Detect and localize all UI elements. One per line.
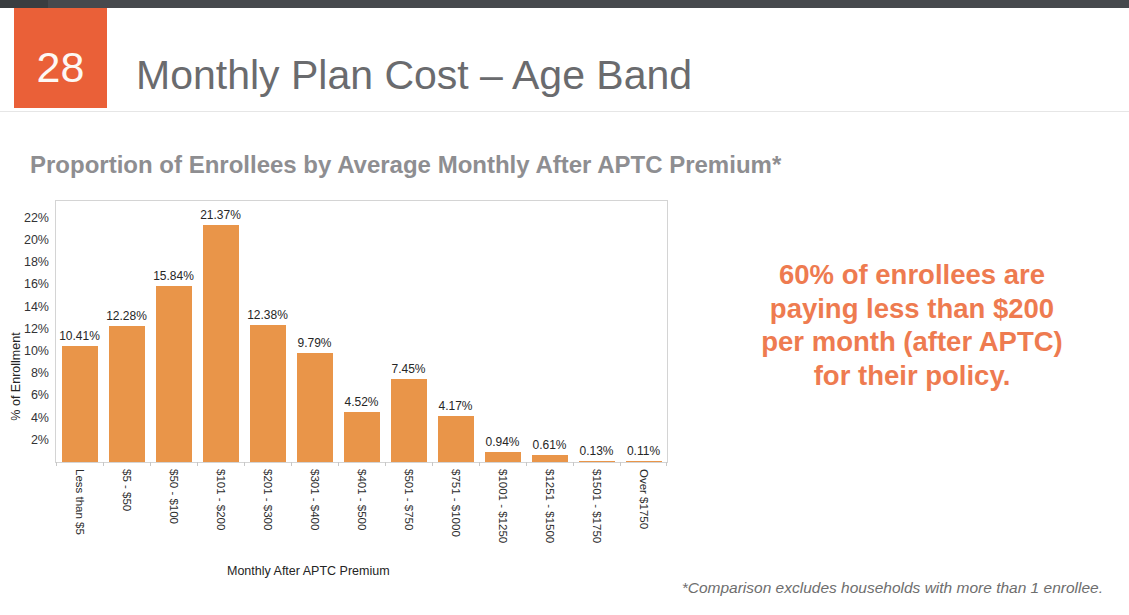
y-tick-label: 4%: [9, 412, 49, 425]
y-tick-label: 16%: [9, 278, 49, 291]
footnote: *Comparison excludes households with mor…: [503, 579, 1103, 597]
y-tick-label: 18%: [9, 256, 49, 269]
y-tick-label: 8%: [9, 367, 49, 380]
y-tick-label: 14%: [9, 301, 49, 314]
bar-value-label: 15.84%: [153, 269, 194, 283]
bar: [297, 353, 333, 462]
x-tick-label: $301 - $400: [308, 469, 322, 530]
x-tick-label: $751 - $1000: [449, 469, 463, 537]
bar-value-label: 4.17%: [438, 399, 472, 413]
bar-value-label: 12.28%: [106, 309, 147, 323]
x-tick-label: $501 - $750: [402, 469, 416, 530]
bar: [532, 455, 568, 462]
x-tick-mark: [150, 462, 151, 466]
y-tick-label: 20%: [9, 234, 49, 247]
x-tick-mark: [385, 462, 386, 466]
x-tick-mark: [291, 462, 292, 466]
page-title: Monthly Plan Cost – Age Band: [136, 52, 692, 99]
bar-value-label: 0.61%: [532, 438, 566, 452]
x-tick-mark: [197, 462, 198, 466]
bar: [391, 379, 427, 462]
bar-chart-plot-area: % of Enrollment 2%4%6%8%10%12%14%16%18%2…: [55, 200, 668, 463]
x-tick-mark: [526, 462, 527, 466]
y-tick-label: 12%: [9, 323, 49, 336]
callout-line: for their policy.: [712, 359, 1112, 393]
top-bar: [0, 0, 1129, 8]
bar: [250, 325, 286, 462]
x-tick-label: $5 - $50: [120, 469, 134, 511]
bar: [438, 416, 474, 462]
x-tick-mark: [103, 462, 104, 466]
bar-value-label: 10.41%: [59, 329, 100, 343]
x-tick-label: $1001 - $1250: [496, 469, 510, 543]
x-tick-label: $50 - $100: [167, 469, 181, 524]
x-tick-mark: [666, 462, 667, 466]
slide: 28 Monthly Plan Cost – Age Band Proporti…: [0, 0, 1129, 615]
x-axis-title: Monthly After APTC Premium: [227, 564, 390, 578]
bar-value-label: 0.13%: [579, 444, 613, 458]
bar-value-label: 12.38%: [247, 308, 288, 322]
bar: [626, 461, 662, 462]
slide-number: 28: [37, 46, 85, 89]
bar: [156, 286, 192, 462]
x-tick-label: $1251 - $1500: [543, 469, 557, 543]
bar: [62, 346, 98, 462]
x-tick-label: $1501 - $1750: [590, 469, 604, 543]
x-tick-label: Less than $5: [73, 469, 87, 535]
bar: [109, 326, 145, 462]
y-tick-label: 6%: [9, 389, 49, 402]
bar-value-label: 9.79%: [297, 336, 331, 350]
bar-value-label: 21.37%: [200, 208, 241, 222]
bar-value-label: 4.52%: [344, 395, 378, 409]
bar-value-label: 0.11%: [627, 444, 660, 458]
x-tick-mark: [573, 462, 574, 466]
slide-number-badge: 28: [14, 8, 107, 108]
bar-value-label: 7.45%: [391, 362, 425, 376]
x-tick-label: $101 - $200: [214, 469, 228, 530]
x-tick-mark: [479, 462, 480, 466]
x-tick-mark: [432, 462, 433, 466]
y-tick-label: 2%: [9, 434, 49, 447]
x-tick-mark: [338, 462, 339, 466]
y-tick-label: 10%: [9, 345, 49, 358]
x-tick-label: $201 - $300: [261, 469, 275, 530]
x-tick-mark: [620, 462, 621, 466]
bar: [485, 452, 521, 462]
callout-line: 60% of enrollees are: [712, 258, 1112, 292]
callout-line: paying less than $200: [712, 292, 1112, 326]
x-tick-mark: [244, 462, 245, 466]
y-tick-label: 22%: [9, 212, 49, 225]
bar-value-label: 0.94%: [485, 435, 519, 449]
x-tick-mark: [56, 462, 57, 466]
bar: [579, 461, 615, 462]
callout-text: 60% of enrollees are paying less than $2…: [712, 258, 1112, 392]
header-divider: [0, 111, 1129, 112]
bar: [203, 225, 239, 462]
x-tick-label: Over $1750: [637, 469, 651, 529]
bar: [344, 412, 380, 462]
top-bar-left-segment: [0, 0, 48, 8]
callout-line: per month (after APTC): [712, 325, 1112, 359]
x-tick-label: $401 - $500: [355, 469, 369, 530]
chart-title: Proportion of Enrollees by Average Month…: [30, 151, 781, 179]
